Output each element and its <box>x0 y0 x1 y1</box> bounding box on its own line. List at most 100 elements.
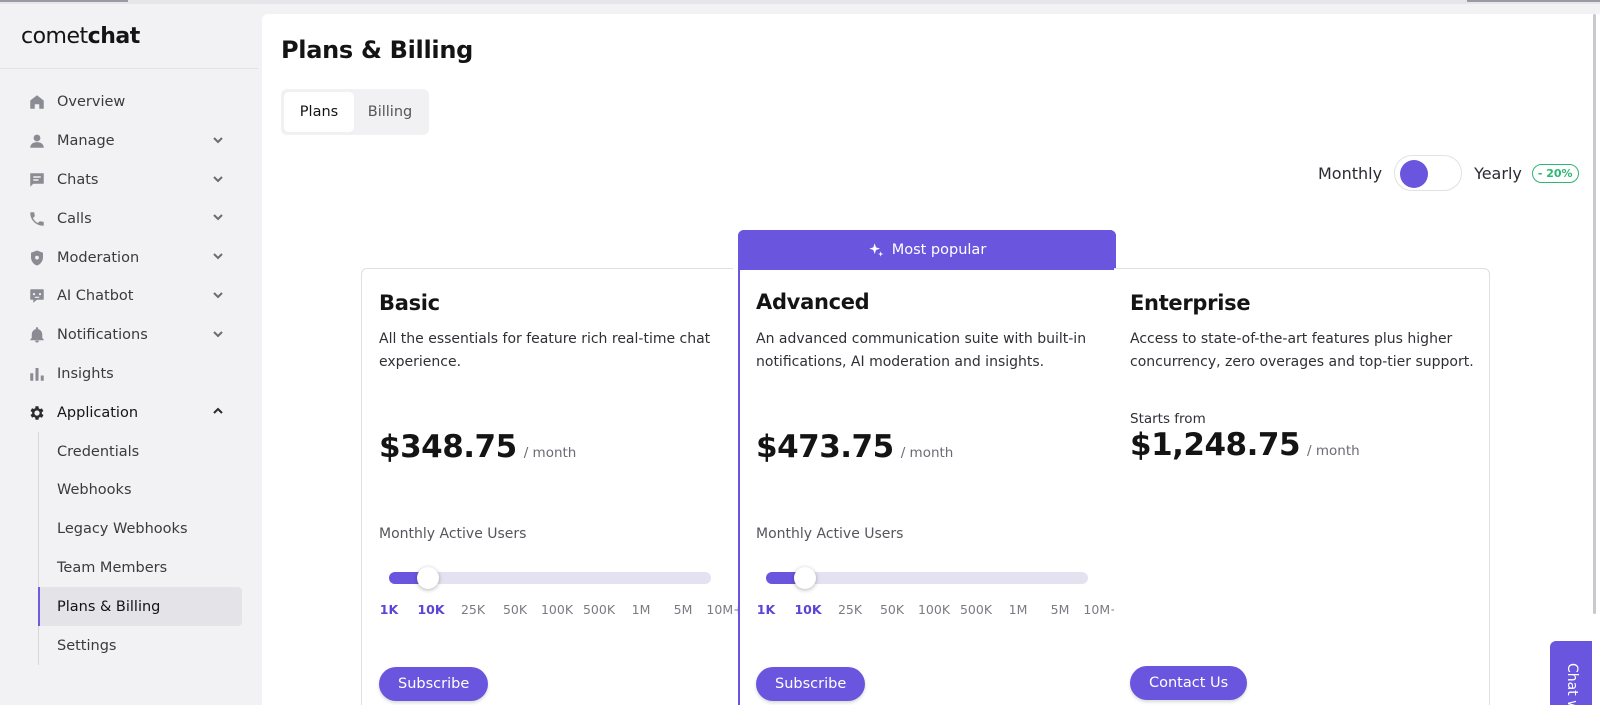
mau-tick-label[interactable]: 5M <box>673 602 693 617</box>
price-period: / month <box>900 445 954 461</box>
tabs: Plans Billing <box>281 89 429 135</box>
plan-card-basic: Basic All the essentials for feature ric… <box>361 268 744 705</box>
subnav-item-settings[interactable]: Settings <box>57 637 117 654</box>
mau-slider[interactable] <box>766 567 1088 589</box>
sidebar-item-calls[interactable]: Calls <box>0 199 258 238</box>
contact-us-button[interactable]: Contact Us <box>1130 666 1248 700</box>
sidebar-item-notifications[interactable]: Notifications <box>0 316 258 355</box>
top-strip-segment <box>0 0 128 2</box>
divider <box>0 68 258 69</box>
plan-price: $348.75 <box>379 429 517 465</box>
price-period: / month <box>523 445 577 461</box>
sidebar-item-label: Overview <box>57 94 126 111</box>
plan-description: An advanced communication suite with bui… <box>756 331 1087 370</box>
plan-description: All the essentials for feature rich real… <box>379 331 711 370</box>
chat-icon <box>27 170 46 189</box>
slider-track[interactable] <box>389 572 711 584</box>
shield-icon <box>27 248 46 267</box>
bar-chart-icon <box>27 364 46 383</box>
price-row: $348.75 / month <box>379 429 576 465</box>
mau-label: Monthly Active Users <box>379 526 527 542</box>
mau-tick-label[interactable]: 1K <box>756 602 776 617</box>
chevron-down-icon[interactable] <box>212 289 224 301</box>
mau-tick-label[interactable]: 25K <box>460 602 486 617</box>
slider-thumb[interactable] <box>794 567 816 589</box>
subnav-item-webhooks[interactable]: Webhooks <box>57 482 132 499</box>
mau-tick-label[interactable]: 1M <box>631 602 651 617</box>
sparkle-icon <box>869 243 884 257</box>
mau-tick-label[interactable]: 10M+ <box>1083 602 1121 617</box>
mau-tick-label[interactable]: 1M <box>1008 602 1028 617</box>
mau-ticks: 1K 10K 25K 50K 100K 500K 1M 5M 10M+ <box>757 602 1121 618</box>
mau-tick-label[interactable]: 50K <box>879 602 905 617</box>
top-strip-segment <box>1467 0 1600 2</box>
yearly-label[interactable]: Yearly <box>1474 163 1522 183</box>
bot-icon <box>27 287 46 306</box>
sidebar-item-manage[interactable]: Manage <box>0 122 258 161</box>
sidebar-item-moderation[interactable]: Moderation <box>0 238 258 277</box>
subscribe-button[interactable]: Subscribe <box>379 667 489 701</box>
main-panel: Plans & Billing Plans Billing Monthly Ye… <box>262 14 1600 705</box>
slider-track[interactable] <box>766 572 1088 584</box>
subnav-item-plans-billing[interactable]: Plans & Billing <box>38 587 242 627</box>
slider-thumb[interactable] <box>417 567 439 589</box>
plan-price: $473.75 <box>756 429 894 465</box>
tab-plans[interactable]: Plans <box>284 92 354 132</box>
chevron-down-icon[interactable] <box>212 328 224 340</box>
sidebar-item-label: Manage <box>57 133 115 150</box>
mau-tick-label[interactable]: 100K <box>917 602 951 617</box>
chevron-down-icon[interactable] <box>212 134 224 146</box>
subscribe-button[interactable]: Subscribe <box>756 667 866 701</box>
chevron-down-icon[interactable] <box>212 211 224 223</box>
chevron-down-icon[interactable] <box>212 250 224 262</box>
monthly-label[interactable]: Monthly <box>1318 163 1383 183</box>
sidebar-item-label: Notifications <box>57 327 148 344</box>
sidebar-item-ai-chatbot[interactable]: AI Chatbot <box>0 277 258 316</box>
mau-tick-label[interactable]: 25K <box>837 602 863 617</box>
browser-top-strip <box>0 0 1600 4</box>
price-row: $473.75 / month <box>756 429 953 465</box>
sidebar-item-insights[interactable]: Insights <box>0 355 258 394</box>
sidebar-item-chats[interactable]: Chats <box>0 161 258 200</box>
mau-tick-label[interactable]: 500K <box>959 602 993 617</box>
page-title: Plans & Billing <box>281 36 473 64</box>
most-popular-label: Most popular <box>891 242 987 258</box>
switch-knob <box>1400 160 1429 188</box>
plan-price: $1,248.75 <box>1130 427 1301 463</box>
chevron-up-icon[interactable] <box>212 405 224 417</box>
mau-tick-label[interactable]: 100K <box>540 602 574 617</box>
mau-slider[interactable] <box>389 567 711 589</box>
scrollbar[interactable] <box>1593 14 1596 614</box>
chevron-down-icon[interactable] <box>212 173 224 185</box>
mau-tick-label[interactable]: 50K <box>502 602 528 617</box>
logo-text-bold: chat <box>87 24 141 49</box>
sidebar-item-label: Application <box>57 404 139 421</box>
sidebar-item-application[interactable]: Application <box>0 393 258 432</box>
subnav-item-team-members[interactable]: Team Members <box>57 559 168 576</box>
mau-tick-label[interactable]: 10M+ <box>706 602 744 617</box>
tab-billing[interactable]: Billing <box>367 104 413 120</box>
cometchat-logo[interactable]: cometchat <box>21 24 140 49</box>
subnav-item-legacy-webhooks[interactable]: Legacy Webhooks <box>57 521 188 538</box>
billing-period-toggle: Monthly Yearly - 20% <box>1318 155 1579 191</box>
mau-tick-label[interactable]: 10K <box>417 602 445 617</box>
gear-icon <box>27 403 46 422</box>
application-subnav: Credentials Webhooks Legacy Webhooks Tea… <box>38 432 258 665</box>
subnav-item-credentials[interactable]: Credentials <box>57 443 140 460</box>
mau-tick-label[interactable]: 500K <box>582 602 616 617</box>
mau-tick-label[interactable]: 10K <box>794 602 822 617</box>
sidebar-item-label: Chats <box>57 171 99 188</box>
plan-card-enterprise: Enterprise Access to state-of-the-art fe… <box>1114 268 1490 705</box>
mau-tick-label[interactable]: 1K <box>379 602 399 617</box>
price-period: / month <box>1307 443 1360 459</box>
billing-period-switch[interactable] <box>1394 155 1463 191</box>
sidebar-nav: Overview Manage Chats Calls Moderation A… <box>0 83 258 665</box>
mau-tick-label[interactable]: 5M <box>1050 602 1070 617</box>
sidebar-item-overview[interactable]: Overview <box>0 83 258 122</box>
sidebar-item-label: Calls <box>57 210 92 227</box>
sidebar: cometchat Overview Manage Chats Calls Mo… <box>0 4 258 705</box>
home-icon <box>27 93 46 112</box>
plan-name: Enterprise <box>1130 291 1251 315</box>
chat-widget-button[interactable]: Chat w <box>1550 641 1592 705</box>
sidebar-item-label: AI Chatbot <box>57 288 134 305</box>
